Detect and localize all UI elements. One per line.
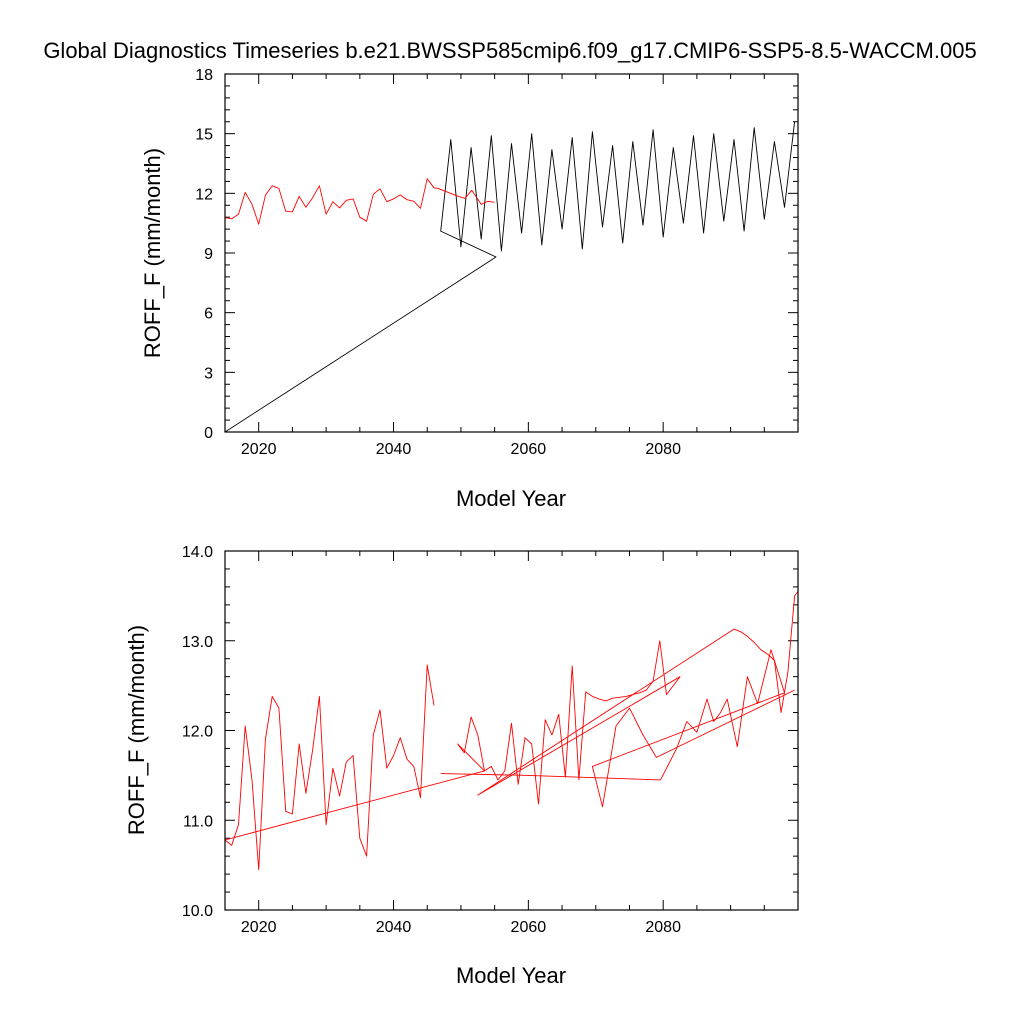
bottom-plot-frame — [224, 550, 799, 911]
top-ytick-label: 12 — [195, 186, 213, 203]
top-ytick-label: 0 — [204, 425, 213, 442]
top-xtick-label: 2080 — [645, 441, 681, 458]
bottom-ytick-label: 10.0 — [182, 903, 213, 920]
bottom-ytick-label: 13.0 — [182, 634, 213, 651]
top-series — [224, 121, 796, 433]
bottom-ytick-label: 14.0 — [182, 544, 213, 561]
bottom-panel: 2020 2040 2060 2080 10.0 11.0 12.0 13.0 14.0 Mod… — [124, 544, 799, 988]
bottom-series-line-annual-segment-3 — [440, 649, 795, 808]
top-ticks: 2020 2040 2060 2080 0 3 6 9 12 15 18 — [195, 67, 799, 458]
top-series-line-annual — [224, 178, 495, 225]
bottom-xtick-label: 2060 — [511, 919, 547, 936]
bottom-ticks: 2020 2040 2060 2080 10.0 11.0 12.0 13.0 14.0 — [182, 544, 799, 936]
bottom-ylabel: ROFF_F (mm/month) — [124, 625, 149, 835]
bottom-series — [224, 591, 799, 871]
bottom-xtick-label: 2040 — [376, 919, 412, 936]
top-ytick-label: 9 — [204, 246, 213, 263]
top-series-line-monthly — [224, 121, 796, 433]
bottom-xtick-label: 2080 — [645, 919, 681, 936]
bottom-series-line-annual-segment-2 — [224, 591, 799, 841]
bottom-xlabel: Model Year — [456, 963, 566, 988]
top-xlabel: Model Year — [456, 486, 566, 511]
bottom-ytick-label: 11.0 — [183, 813, 213, 830]
top-ytick-label: 3 — [204, 365, 213, 382]
top-xtick-label: 2060 — [511, 441, 547, 458]
top-ytick-label: 18 — [195, 67, 213, 84]
top-plot-frame — [224, 73, 799, 433]
chart-title: Global Diagnostics Timeseries b.e21.BWSS… — [43, 38, 976, 63]
top-ylabel: ROFF_F (mm/month) — [140, 148, 165, 358]
bottom-xtick-label: 2020 — [241, 919, 277, 936]
top-ytick-label: 15 — [195, 127, 213, 144]
top-panel: 2020 2040 2060 2080 0 3 6 9 12 15 18 Model Year RO… — [140, 67, 799, 511]
top-xtick-label: 2040 — [376, 441, 412, 458]
bottom-series-line-annual — [224, 664, 435, 871]
bottom-ytick-label: 12.0 — [182, 724, 213, 741]
top-ytick-label: 6 — [204, 306, 213, 323]
top-xtick-label: 2020 — [241, 441, 277, 458]
